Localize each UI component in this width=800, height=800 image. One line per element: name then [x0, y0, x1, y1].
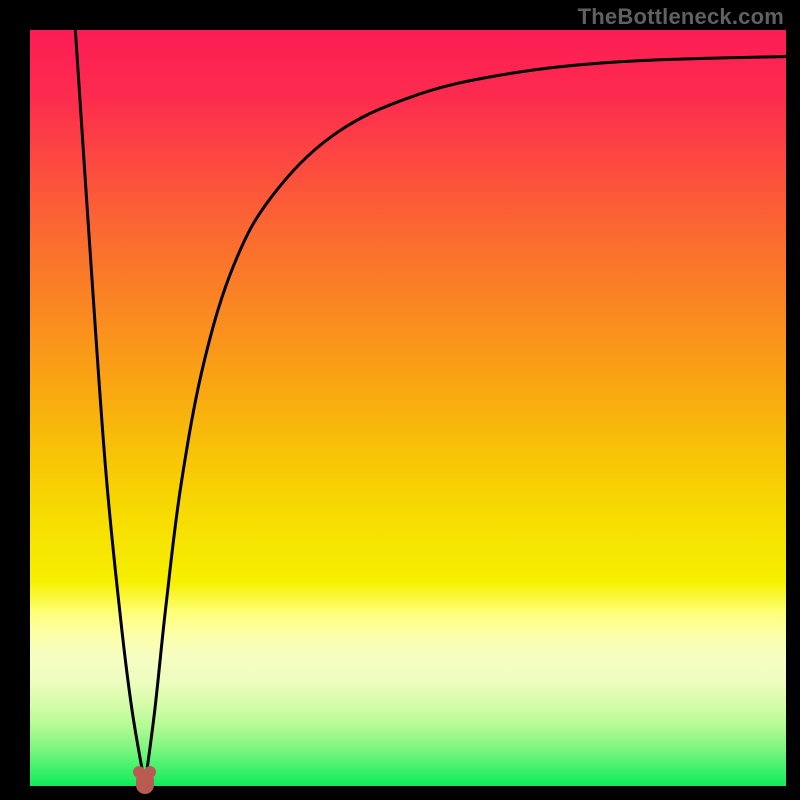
- watermark-text: TheBottleneck.com: [578, 4, 784, 30]
- plot-area: [30, 30, 786, 786]
- marker-u-shape: [136, 774, 154, 794]
- chart-container: TheBottleneck.com: [0, 0, 800, 800]
- curve-overlay: [30, 30, 786, 786]
- curve-path: [75, 30, 145, 784]
- curve-path: [145, 56, 786, 784]
